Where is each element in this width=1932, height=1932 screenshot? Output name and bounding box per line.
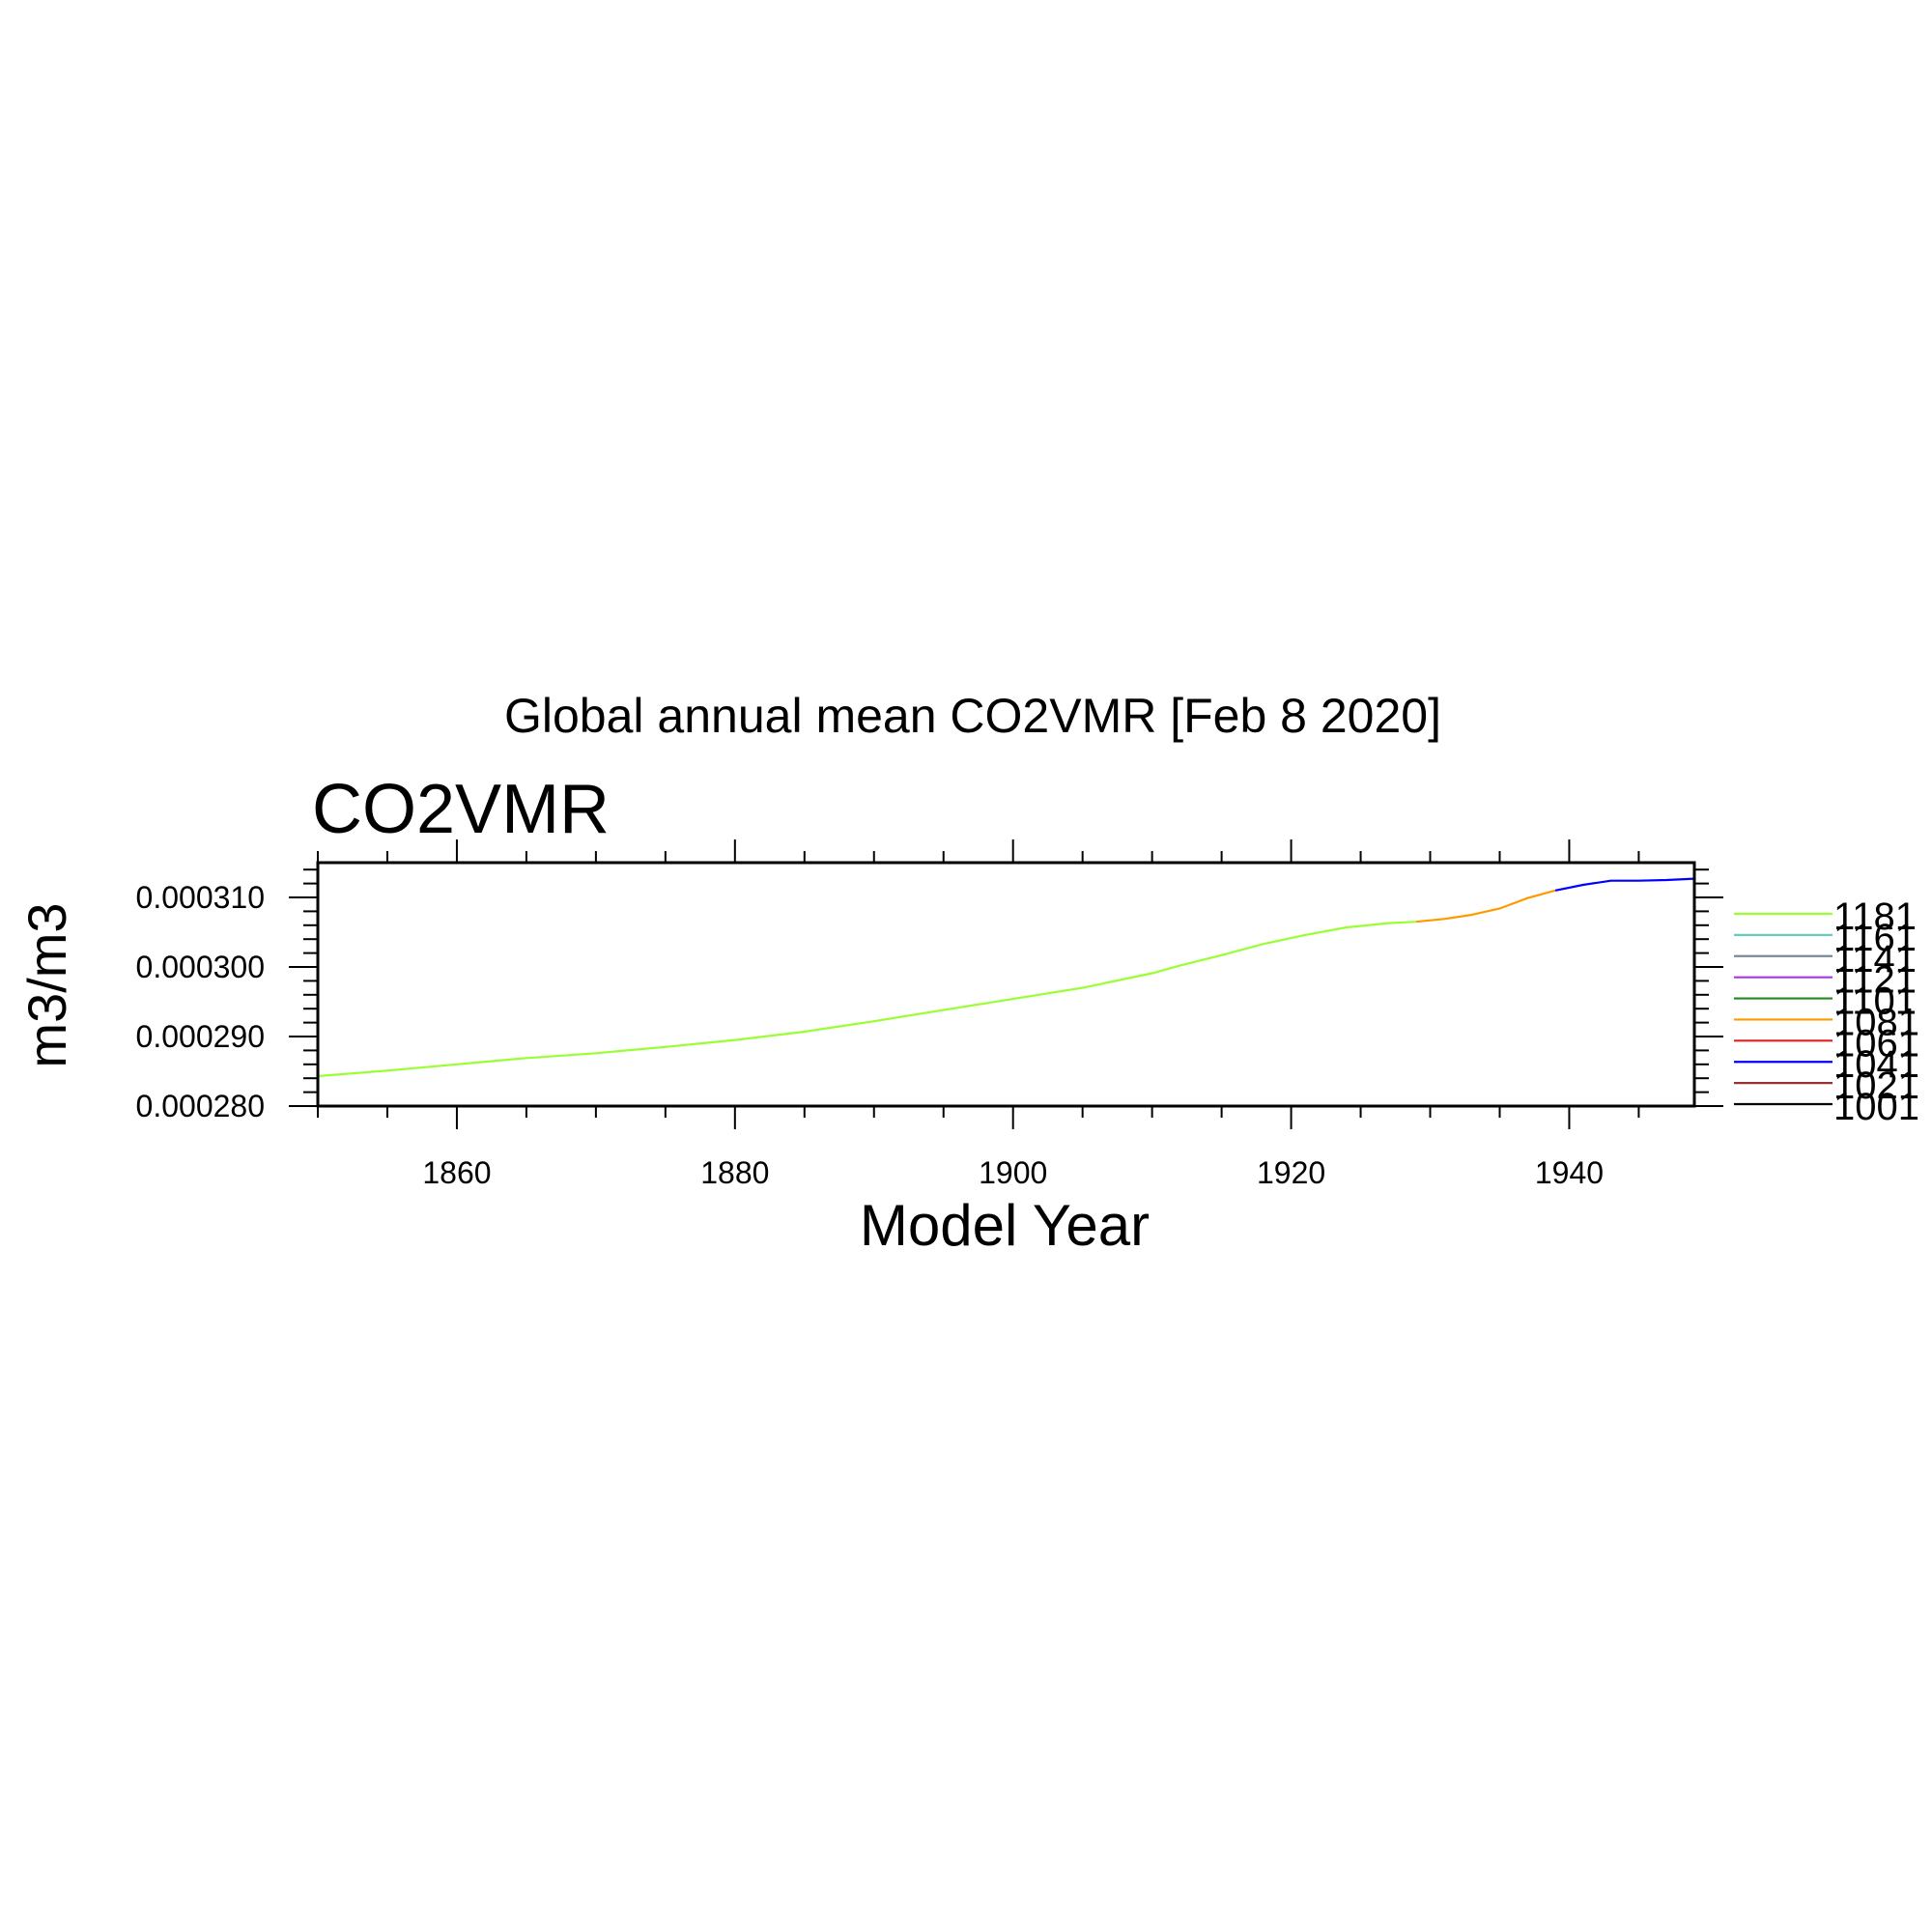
series-line-1081 [1415, 889, 1556, 923]
axis-ticks [289, 839, 1723, 1129]
y-tick-label: 0.000280 [136, 1089, 265, 1123]
x-tick-label: 1860 [422, 1155, 491, 1190]
y-tick-label: 0.000300 [136, 950, 265, 984]
x-tick-label: 1920 [1257, 1155, 1325, 1190]
plot-frame [316, 861, 1696, 1108]
legend-label-1081: 1081 [1833, 1001, 1919, 1043]
x-tick-label: 1900 [979, 1155, 1047, 1190]
chart-title: Global annual mean CO2VMR [Feb 8 2020] [504, 689, 1441, 743]
legend-label-1101: 1101 [1833, 980, 1917, 1023]
chart-subtitle: CO2VMR [312, 771, 610, 848]
legend-label-1161: 1161 [1833, 917, 1917, 959]
legend-label-1041: 1041 [1833, 1043, 1919, 1086]
y-tick-labels: 0.000280 0.000290 0.000300 0.000310 [136, 880, 265, 1123]
x-tick-label: 1940 [1535, 1155, 1604, 1190]
x-tick-label: 1880 [700, 1155, 769, 1190]
x-axis-label: Model Year [860, 1193, 1150, 1258]
series-lines [317, 877, 1695, 1078]
series-line-1181 [317, 921, 1417, 1078]
y-tick-label: 0.000310 [136, 880, 265, 915]
y-axis-label: m3/m3 [16, 902, 77, 1067]
legend-label-1121: 1121 [1833, 959, 1917, 1002]
legend-label-1061: 1061 [1833, 1022, 1919, 1065]
legend-label-1181: 1181 [1833, 895, 1917, 938]
legend-label-1001: 1001 [1833, 1086, 1919, 1128]
legend-label-1021: 1021 [1833, 1065, 1919, 1107]
y-tick-label: 0.000290 [136, 1019, 265, 1054]
x-tick-labels: 1860 1880 1900 1920 1940 [422, 1155, 1604, 1190]
series-line-1041 [1554, 877, 1695, 892]
legend-label-1141: 1141 [1833, 938, 1917, 980]
